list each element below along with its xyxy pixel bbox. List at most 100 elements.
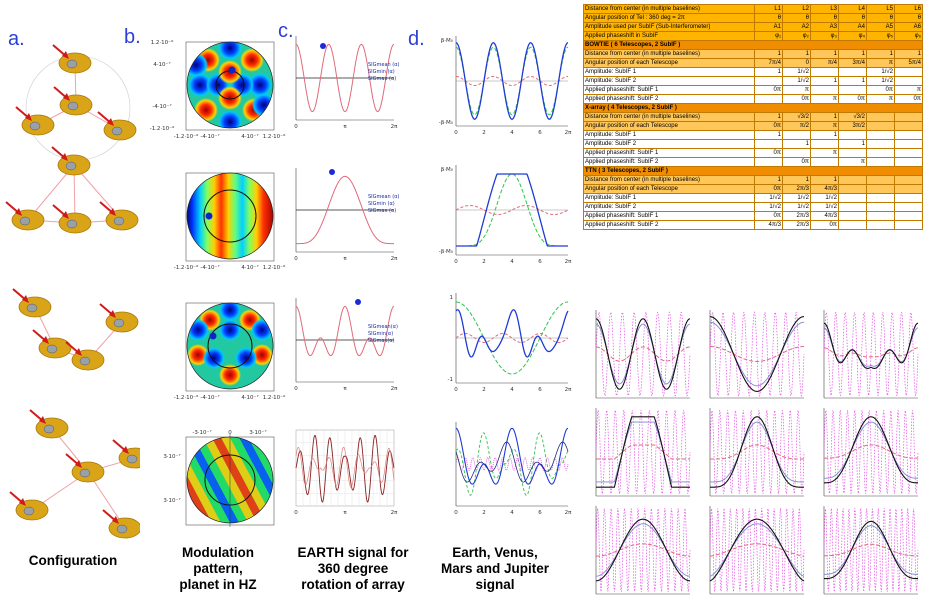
- tick-label: 2π: [391, 256, 398, 262]
- signal-cell-6: [823, 408, 919, 497]
- pattern-stripe: [187, 448, 229, 523]
- table-cell: 4π/3: [754, 220, 783, 230]
- telescope-icon: [29, 409, 69, 439]
- earth-signal-plot-1: SIGmean (α)SIGmin (α)SIGmax (α) 0 π 2π: [294, 36, 400, 130]
- pattern-stripe: [210, 437, 265, 523]
- table-row-label: Amplitude: SubIF 2: [583, 76, 755, 86]
- telescope-icon: [12, 288, 52, 318]
- planet-signal-curve: [455, 42, 569, 120]
- table-cell: [838, 148, 867, 158]
- telescope-icon: [9, 491, 49, 521]
- table-cell: π: [810, 94, 839, 104]
- tick-label: 2π: [391, 510, 398, 516]
- table-cell: [894, 67, 923, 77]
- table-cell: 1: [810, 130, 839, 140]
- table-cell: 2π/3: [782, 184, 811, 194]
- signal-curve: [710, 346, 804, 362]
- tick-label: 2π: [565, 387, 572, 393]
- earth-signal-plot-4: 0 π 2π: [294, 429, 398, 516]
- earth-position-marker: [355, 299, 361, 305]
- table-cell: 0π: [810, 220, 839, 230]
- signal-curve: [824, 421, 918, 479]
- pattern-xarray: [185, 172, 275, 262]
- tick-label: -1.2·10⁻⁶: [174, 394, 199, 401]
- tick-label: 1.2·10⁻⁶: [263, 133, 286, 140]
- legend-entry: SIGmin (α): [368, 69, 395, 75]
- table-cell: [894, 148, 923, 158]
- table-cell: A4: [838, 22, 867, 32]
- signal-curve: [596, 416, 690, 488]
- signal-curve: [824, 543, 918, 557]
- pattern-lobe: [188, 73, 212, 97]
- table-row-label: Angular position of each Telescope: [583, 184, 755, 194]
- table-cell: π/4: [810, 58, 839, 68]
- table-cell: π/2: [782, 121, 811, 131]
- table-cell: [866, 157, 895, 167]
- table-cell: 3π/4: [838, 58, 867, 68]
- table-cell: 1/√2: [782, 67, 811, 77]
- tick-label: π: [343, 386, 347, 392]
- signal-curve: [596, 421, 690, 483]
- signal-curve: [709, 543, 805, 557]
- table-cell: 1/√2: [754, 193, 783, 203]
- tick-label: 4: [510, 387, 514, 393]
- table-cell: 1: [754, 49, 783, 59]
- planets-signal-plot-3: 1 -10 2 4 6 2π: [448, 293, 572, 393]
- panel-label-c: c.: [278, 20, 294, 42]
- tick-label: 4: [510, 510, 514, 516]
- signal-curve: [595, 518, 691, 582]
- pattern-stripe: [187, 445, 236, 523]
- table-cell: 0π: [754, 121, 783, 131]
- table-cell: 4π/3: [810, 184, 839, 194]
- pattern-lobe: [218, 86, 242, 110]
- pattern-stripe: [195, 437, 250, 523]
- tick-label: -3·10⁻⁷: [192, 429, 211, 436]
- table-cell: 2π/3: [782, 211, 811, 221]
- table-row: Applied phaseshift: SubIF 2 0π π 0π π 0π: [583, 94, 923, 104]
- table-section-title: X-array ( 4 Telescopes, 2 SubIF ): [583, 103, 923, 113]
- pattern-lobe: [194, 98, 218, 122]
- table-row: Distance from center (in multiple baseli…: [583, 175, 923, 185]
- table-cell: 5π/4: [894, 58, 923, 68]
- tick-label: 2π: [391, 124, 398, 130]
- tick-label: -4·10⁻⁷: [152, 103, 171, 110]
- pattern-lobe: [252, 93, 273, 117]
- dotted-signal-curve: [823, 508, 919, 592]
- table-cell: [894, 130, 923, 140]
- table-cell: π: [810, 148, 839, 158]
- table-row: Amplitude: SubIF 1 1 1/√2 1/√2: [583, 67, 923, 77]
- table-cell: [782, 148, 811, 158]
- planets-signal-plot-1: β·M₀ -β·M₀0 2 4 6 2π: [439, 36, 572, 136]
- table-cell: [866, 202, 895, 212]
- tick-label: -1: [448, 377, 453, 383]
- table-row: Applied phaseshift: SubIF 2 0π π: [583, 157, 923, 167]
- table-section-title: BOWTIE ( 6 Telescopes, 2 SubIF ): [583, 40, 923, 50]
- planets-signal-column: β·M₀-β·M₀0 2 4 6 2πβ·M₀-β·M₀0 2 4 6 2π1-10 2 4 6 2π0…: [439, 36, 572, 516]
- telescope-icon: [52, 44, 92, 74]
- table-cell: 0: [782, 58, 811, 68]
- table-cell: 4π/3: [810, 211, 839, 221]
- table-row-label: Distance from center (in multiple baseli…: [583, 175, 755, 185]
- panel-label-d: d.: [408, 28, 425, 50]
- table-cell: φ₃: [810, 31, 839, 41]
- tick-label: 6: [538, 510, 542, 516]
- signal-curve: [709, 523, 805, 577]
- legend-entry: SIGmax (α): [368, 208, 396, 214]
- configuration-4: [9, 409, 140, 539]
- table-row-label: Amplitude: SubIF 1: [583, 130, 755, 140]
- table-row-label: Amplitude: SubIF 1: [583, 193, 755, 203]
- tick-label: 4: [510, 259, 514, 265]
- signal-curve: [595, 323, 691, 385]
- table-row-label: Amplitude: SubIF 2: [583, 202, 755, 212]
- table-cell: 1/√2: [866, 67, 895, 77]
- tick-label: 4·10⁻⁷: [241, 133, 258, 140]
- table-row-label: Amplitude: SubIF 1: [583, 67, 755, 77]
- table-row-label: Applied phaseshift: SubIF 2: [583, 157, 755, 167]
- table-cell: [754, 139, 783, 149]
- signal-cell-4: [595, 408, 691, 497]
- signal-curve: [710, 444, 804, 460]
- table-cell: 1/√2: [782, 202, 811, 212]
- table-cell: 1/√2: [782, 193, 811, 203]
- tick-label: 0: [454, 387, 458, 393]
- telescope-icon: [52, 204, 92, 234]
